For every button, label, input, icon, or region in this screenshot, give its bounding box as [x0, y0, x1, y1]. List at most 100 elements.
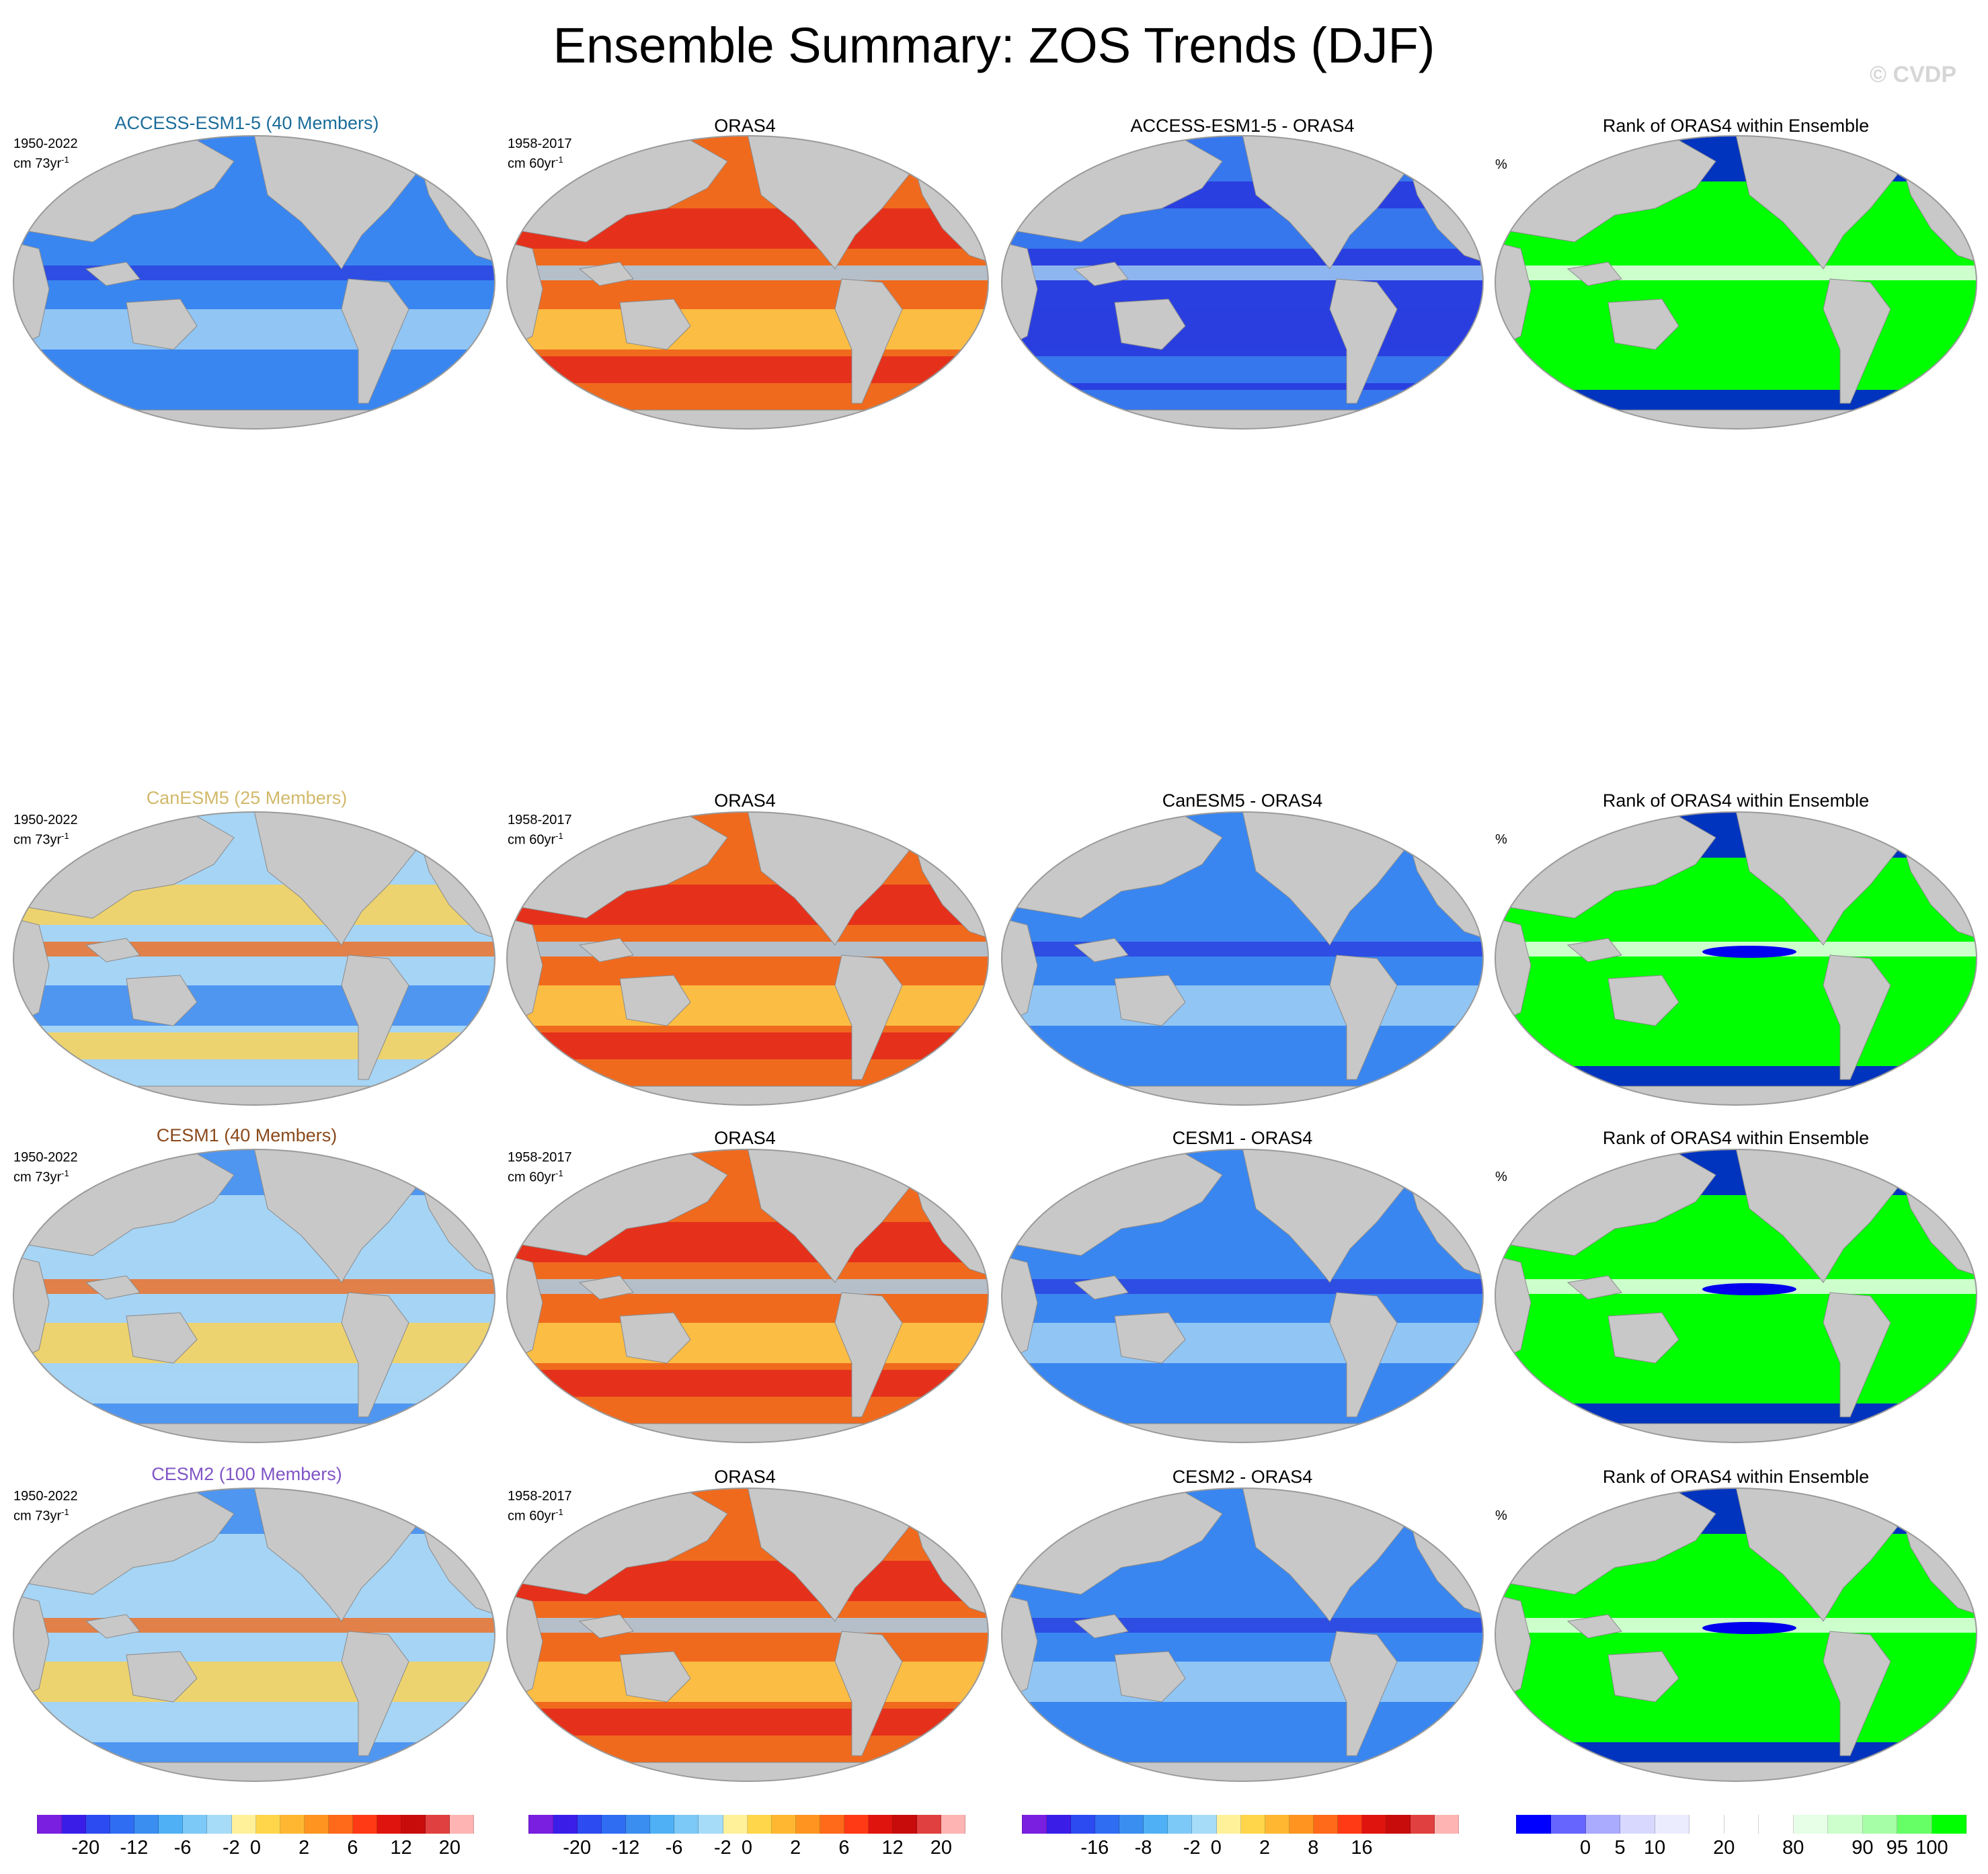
difference-map	[1001, 1149, 1484, 1443]
land-mass	[619, 1651, 691, 1703]
land-mass	[1073, 1614, 1129, 1639]
trend-band	[507, 1323, 988, 1363]
land-mass	[578, 261, 634, 286]
land-mass	[126, 298, 198, 350]
land-mass	[1495, 409, 1977, 429]
colorbar-trend-labels: -20 -12 -6 -2 0 2 6 12 20	[37, 1837, 474, 1860]
land-mass	[834, 278, 903, 404]
model-trend-map	[13, 811, 495, 1106]
map-outline	[1001, 1488, 1484, 1782]
trend-band	[1002, 1370, 1483, 1397]
rank-stripe	[1702, 1622, 1796, 1634]
colorbar-swatch	[450, 1815, 475, 1834]
rank-units-label: %	[1495, 1508, 1507, 1523]
colorbar-swatch	[1759, 1815, 1794, 1834]
map-outline	[506, 135, 989, 430]
difference-map	[1001, 1488, 1484, 1782]
colorbar-tick-label: -2	[1183, 1837, 1201, 1859]
land-mass	[1114, 1312, 1186, 1364]
colorbar-tick-label: 6	[838, 1837, 850, 1859]
colorbar-tick-label: -20	[71, 1837, 100, 1859]
land-mass	[13, 1762, 495, 1781]
colorbar-swatch	[86, 1815, 111, 1834]
colorbar-tick-label: 20	[1713, 1837, 1735, 1859]
land-mass	[1495, 1423, 1977, 1442]
rank-units-label: %	[1495, 157, 1507, 172]
colorbar-swatch	[1897, 1815, 1932, 1834]
trend-band	[13, 985, 495, 1026]
colorbar-trend	[37, 1815, 475, 1834]
land-mass	[619, 298, 691, 350]
colorbar-swatch	[747, 1815, 772, 1834]
colorbar-tick-label: -12	[120, 1837, 149, 1859]
trend-band	[1002, 136, 1483, 181]
trend-band	[507, 1370, 988, 1397]
colorbar-swatch	[795, 1815, 820, 1834]
rank-panel-title: Rank of ORAS4 within Ensemble	[1602, 116, 1870, 136]
land-mass	[1002, 409, 1483, 429]
difference-panel-title: CESM1 - ORAS4	[1172, 1128, 1313, 1148]
colorbar-swatch	[328, 1815, 353, 1834]
colorbar-swatch	[1168, 1815, 1193, 1834]
model-trend-map	[13, 1149, 495, 1443]
model-period-label: 1950-2022 cm 73yr-1	[13, 1489, 78, 1524]
colorbar-swatch	[426, 1815, 450, 1834]
colorbar-swatch	[1071, 1815, 1096, 1834]
trend-band	[1495, 1709, 1977, 1736]
colorbar-tick-label: 0	[1210, 1837, 1222, 1859]
colorbar-swatch	[771, 1815, 796, 1834]
trend-band	[13, 1370, 495, 1397]
land-mass	[507, 409, 988, 429]
land-mass	[1329, 954, 1398, 1080]
colorbar-swatch	[844, 1815, 869, 1834]
land-mass	[1566, 1275, 1622, 1300]
colorbar-swatch	[820, 1815, 844, 1834]
colorbar-swatch	[868, 1815, 893, 1834]
colorbar-tick-label: -12	[611, 1837, 640, 1859]
rank-panel-title: Rank of ORAS4 within Ensemble	[1602, 1467, 1870, 1487]
land-mass	[834, 1631, 903, 1756]
trend-band	[13, 1488, 495, 1534]
land-mass	[578, 1275, 634, 1300]
land-mass	[1002, 1086, 1483, 1105]
colorbar-tick-label: 20	[438, 1837, 461, 1859]
colorbar-tick-label: -16	[1080, 1837, 1109, 1859]
colorbar-tick-label: 0	[1579, 1837, 1591, 1859]
colorbar-swatch	[1585, 1815, 1621, 1834]
rank-map	[1495, 1149, 1977, 1443]
difference-panel-title: CanESM5 - ORAS4	[1162, 790, 1323, 811]
map-outline	[1495, 811, 1977, 1106]
colorbar-swatch	[37, 1815, 63, 1834]
colorbar-swatch	[1289, 1815, 1314, 1834]
trend-band	[13, 1709, 495, 1736]
land-mass	[1114, 1651, 1186, 1703]
colorbar-swatch	[553, 1815, 578, 1834]
model-panel-title: CanESM5 (25 Members)	[146, 788, 348, 808]
colorbar-swatch	[1240, 1815, 1265, 1834]
colorbar-swatch	[892, 1815, 917, 1834]
land-mass	[1329, 278, 1398, 404]
land-mass	[1329, 1631, 1398, 1756]
colorbar-tick-label: -6	[173, 1837, 192, 1859]
land-mass	[1073, 938, 1129, 963]
model-panel-title: CESM1 (40 Members)	[156, 1125, 337, 1145]
colorbar-swatch	[352, 1815, 377, 1834]
colorbar-swatch	[159, 1815, 184, 1834]
trend-band	[1002, 942, 1483, 956]
obs-trend-map	[506, 135, 989, 430]
colorbar-swatch	[1047, 1815, 1072, 1834]
colorbar-swatch	[401, 1815, 426, 1834]
trend-band	[1495, 985, 1977, 1026]
land-mass	[1566, 1614, 1622, 1639]
colorbar-tick-label: 2	[790, 1837, 801, 1859]
rank-panel-title: Rank of ORAS4 within Ensemble	[1602, 790, 1870, 811]
colorbar-swatch	[376, 1815, 401, 1834]
land-mass	[1566, 261, 1622, 286]
trend-band	[1495, 1149, 1977, 1195]
land-mass	[341, 1292, 409, 1418]
colorbar-tick-label: 8	[1308, 1837, 1319, 1859]
land-mass	[1002, 1762, 1483, 1781]
difference-panel-title: ACCESS-ESM1-5 - ORAS4	[1130, 116, 1355, 136]
land-mass	[1607, 1312, 1679, 1364]
land-mass	[85, 938, 141, 963]
